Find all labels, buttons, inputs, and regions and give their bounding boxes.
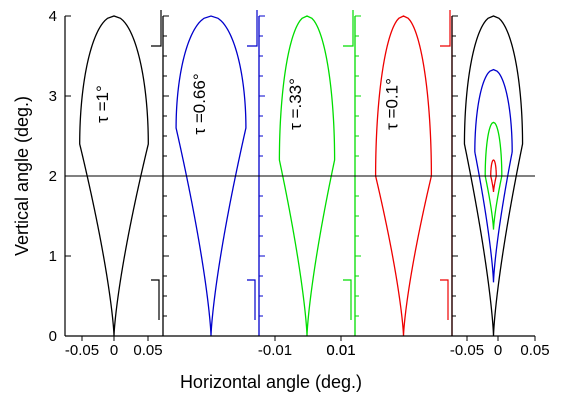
curve-combined-1 [474, 68, 513, 283]
curve-tau-01 [374, 15, 433, 337]
separator-step-upper [343, 10, 354, 47]
x-tick-label: -0.05 [65, 342, 99, 359]
curve-combined-2 [484, 121, 503, 230]
panel-tau-066: τ =0.66° [175, 15, 247, 337]
x-tick-label: -0.05 [450, 342, 484, 359]
curve-tau-1 [79, 15, 149, 337]
x-tick-label: -0.01 [258, 342, 292, 359]
separator-step-lower [247, 279, 256, 320]
panel-label-tau-1: τ =1° [93, 85, 112, 123]
x-tick-label: 0.05 [133, 342, 162, 359]
y-tick-label: 1 [49, 248, 57, 265]
panel-separators [151, 10, 458, 337]
panel-tau-1: τ =1° [79, 15, 149, 337]
curve-combined-3 [490, 159, 497, 193]
panel-combined [463, 15, 524, 337]
y-tick-label: 4 [49, 8, 57, 25]
separator-step-lower [440, 279, 449, 320]
x-tick-label: 0.01 [326, 342, 355, 359]
y-axis: 0 1 2 3 4 [49, 8, 71, 345]
panel-label-tau-01: τ =0.1° [383, 78, 402, 130]
y-tick-label: 2 [49, 168, 57, 185]
panels-layer: τ =1° τ =0.66° τ =.33° τ =0.1° [79, 15, 524, 337]
y-axis-title: Vertical angle (deg.) [12, 96, 32, 256]
curve-tau-066 [175, 15, 247, 337]
curve-tau-033 [278, 15, 336, 337]
x-axis: -0.05 0 0.05 -0.01 0.010.01 -0.05 0 0.05 [65, 335, 550, 359]
curve-combined-0 [463, 15, 524, 337]
y-tick-label: 3 [49, 88, 57, 105]
separator-step-upper [440, 10, 451, 47]
separator-step-upper [247, 10, 258, 47]
panel-tau-033: τ =.33° [278, 15, 336, 337]
separator-step-lower [343, 279, 352, 320]
x-axis-title: Horizontal angle (deg.) [180, 372, 362, 392]
x-tick-label: 0.05 [520, 342, 549, 359]
panel-tau-01: τ =0.1° [374, 15, 433, 337]
separator-step-upper [151, 10, 162, 47]
x-tick-label: 0 [110, 342, 118, 359]
panel-label-tau-033: τ =.33° [286, 78, 305, 130]
y-tick-label: 0 [49, 328, 57, 345]
separator-step-lower [151, 279, 160, 320]
x-tick-label: 0.01 [326, 342, 355, 359]
panel-label-tau-066: τ =0.66° [190, 73, 209, 134]
x-tick-label: 0 [494, 342, 502, 359]
